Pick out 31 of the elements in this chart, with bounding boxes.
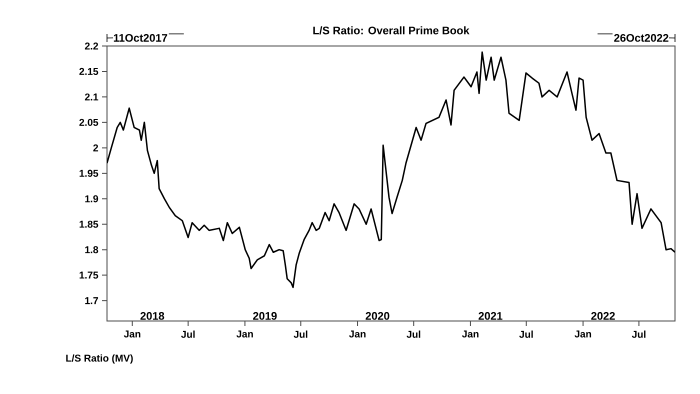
x-tick-label: Jul — [181, 330, 195, 338]
x-tick-label: Jan — [462, 330, 478, 338]
x-tick-label: Jan — [349, 330, 366, 338]
y-tick-label: 2 — [93, 144, 98, 152]
y-tick-label: 1.75 — [80, 272, 98, 279]
y-tick-label: 2.05 — [79, 118, 98, 126]
annotation: 2020 — [366, 312, 390, 320]
y-tick-label: 1.95 — [80, 170, 98, 177]
x-tick-label: Jan — [574, 330, 592, 338]
x-tick-label: Jan — [124, 330, 140, 338]
x-tick-label: Jul — [519, 330, 533, 338]
y-tick-label: 1.85 — [80, 220, 98, 228]
line-series — [107, 51, 676, 288]
annotation: 2018 — [140, 312, 164, 320]
y-tick-label: 2.1 — [84, 93, 98, 100]
y-tick-label: 1.9 — [85, 195, 98, 202]
x-tick-label: Jul — [632, 330, 646, 338]
annotation: 2021 — [478, 312, 502, 320]
y-tick-label: 1.8 — [85, 246, 98, 254]
text: 26Oct2022 — [614, 34, 668, 42]
x-tick-label: Jul — [406, 330, 420, 338]
annotation: 2022 — [591, 312, 615, 320]
x-tick-label: Jan — [236, 330, 253, 338]
annotation: 2019 — [253, 312, 277, 320]
y-tick-label: 2.15 — [79, 68, 98, 76]
text: 11Oct2017 — [114, 34, 168, 42]
chart-title: L/S Ratio: Overall Prime Book — [313, 26, 470, 34]
y-tick-label: 1.7 — [85, 297, 98, 304]
y-tick-label: 2.2 — [84, 42, 98, 50]
x-tick-label: Jul — [294, 330, 308, 338]
y-axis-title: L/S Ratio (MV) — [66, 354, 133, 364]
